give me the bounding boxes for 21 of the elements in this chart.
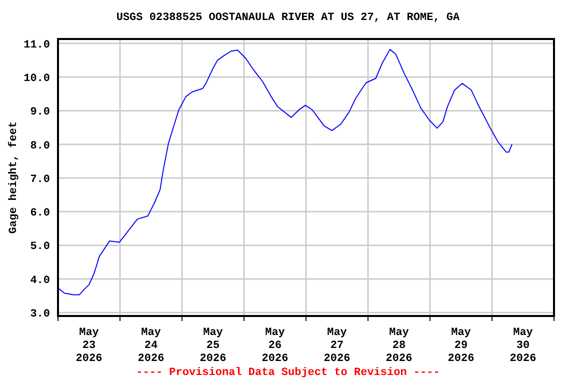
x-tick-label: May 30 2026 xyxy=(510,327,536,365)
y-axis-title: Gage height, feet xyxy=(6,121,20,234)
x-tick-label: May 23 2026 xyxy=(76,327,102,365)
line-series xyxy=(58,48,513,296)
x-tick-label: May 24 2026 xyxy=(138,327,164,365)
y-tick-label: 8.0 xyxy=(30,140,50,152)
x-tick-label: May 25 2026 xyxy=(200,327,226,365)
chart-title: USGS 02388525 OOSTANAULA RIVER AT US 27, AT ROME, GA xyxy=(115,12,461,24)
x-tick-label: May 28 2026 xyxy=(386,327,412,365)
y-tick-label: 5.0 xyxy=(30,241,50,254)
x-tick-label: May 27 2026 xyxy=(324,327,350,365)
text: ---- Provisional Data Subject to Revision ---- xyxy=(135,367,441,379)
y-tick-label: 4.0 xyxy=(30,274,50,287)
y-tick-label: 9.0 xyxy=(30,106,50,119)
y-tick-label: 6.0 xyxy=(30,208,50,220)
y-tick-label: 3.0 xyxy=(30,308,50,321)
y-tick-label: 11.0 xyxy=(24,39,50,52)
y-tick-label: 10.0 xyxy=(24,72,50,85)
y-tick-label: 7.0 xyxy=(30,174,50,186)
x-tick-label: May 26 2026 xyxy=(262,327,288,365)
x-tick-label: May 29 2026 xyxy=(448,327,474,365)
